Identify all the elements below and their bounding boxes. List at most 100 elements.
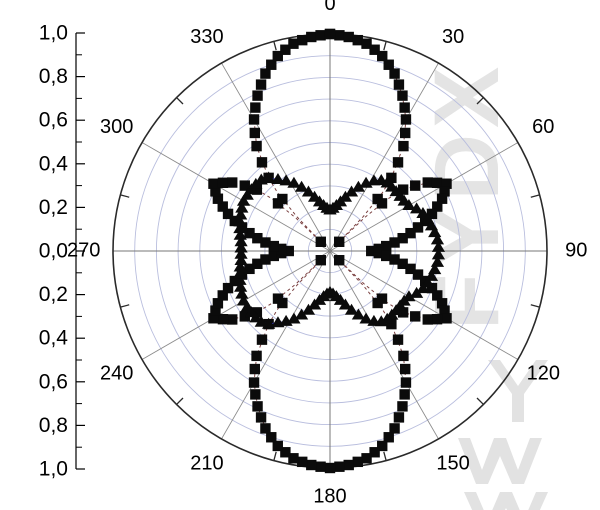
square-marker <box>352 34 363 46</box>
radial-axis-ticks <box>76 32 85 470</box>
square-marker <box>369 44 380 55</box>
triangle-marker <box>294 180 309 192</box>
square-marker <box>306 31 317 43</box>
triangle-marker <box>402 199 416 211</box>
square-marker <box>248 377 260 388</box>
triangle-marker <box>240 300 254 312</box>
square-marker <box>361 453 372 464</box>
triangle-marker <box>351 308 366 320</box>
square-marker <box>244 227 255 239</box>
triangle-marker <box>279 314 293 326</box>
triangle-marker <box>236 294 251 306</box>
outer-boundary-tick <box>273 41 277 51</box>
square-marker <box>393 79 405 90</box>
square-marker <box>229 275 240 287</box>
square-marker <box>227 314 238 325</box>
square-marker <box>441 313 452 324</box>
grid-radial-line <box>329 250 439 440</box>
angular-tick-label: 60 <box>532 116 554 138</box>
square-marker <box>381 250 392 262</box>
square-marker <box>297 34 308 46</box>
square-marker <box>392 334 404 345</box>
triangle-marker <box>234 247 248 259</box>
square-marker <box>260 254 271 265</box>
radial-tick-label: 0,2 <box>39 283 68 306</box>
square-marker <box>386 172 397 184</box>
radial-tick-label: 0,2 <box>39 196 68 219</box>
radial-tick-label: 0,0 <box>39 240 68 263</box>
square-marker <box>431 177 443 188</box>
square-marker <box>277 193 288 205</box>
square-marker <box>249 363 260 375</box>
square-marker <box>251 350 262 362</box>
square-marker <box>381 240 392 252</box>
square-marker <box>250 389 261 400</box>
radial-tick-label: 0,4 <box>39 327 69 350</box>
square-marker <box>260 68 271 79</box>
triangle-marker <box>233 273 247 285</box>
outer-boundary-tick <box>176 397 184 405</box>
square-marker <box>436 298 448 309</box>
square-marker <box>272 440 283 452</box>
triangle-marker <box>271 172 285 184</box>
radial-tick-label: 0,6 <box>39 370 68 393</box>
series-triangle <box>233 171 446 329</box>
triangle-marker <box>416 282 430 294</box>
square-marker <box>397 307 409 318</box>
triangle-marker <box>234 253 248 265</box>
square-marker <box>383 432 394 443</box>
square-marker <box>399 389 410 400</box>
angular-tick-label: 90 <box>565 239 587 261</box>
square-marker <box>397 232 408 244</box>
square-marker <box>405 227 416 239</box>
outer-boundary-tick <box>530 304 540 308</box>
square-marker <box>268 240 279 252</box>
square-marker <box>227 177 238 188</box>
square-marker <box>283 245 294 257</box>
triangle-marker <box>323 203 337 215</box>
square-marker <box>229 215 240 227</box>
square-marker <box>217 201 228 212</box>
angular-tick-label: 0 <box>324 0 335 15</box>
square-marker <box>266 432 277 443</box>
square-marker <box>410 180 421 191</box>
outer-boundary-tick <box>476 97 484 105</box>
square-marker <box>361 38 372 49</box>
square-marker <box>255 79 267 90</box>
square-marker <box>255 412 267 423</box>
square-marker <box>398 350 409 362</box>
angular-axis-labels: 0 30 60 90 120 150 180 210 240 270 300 330 <box>67 0 587 508</box>
polar-grid <box>112 33 548 469</box>
square-marker <box>334 461 345 472</box>
square-marker <box>431 314 443 325</box>
square-marker <box>217 290 228 301</box>
square-marker <box>252 258 263 270</box>
square-marker <box>334 236 345 247</box>
square-marker <box>422 314 433 325</box>
square-marker <box>250 102 261 113</box>
outer-boundary-tick <box>120 194 130 198</box>
outer-boundary-tick <box>273 451 277 461</box>
square-marker <box>372 297 383 309</box>
square-marker <box>334 255 345 266</box>
square-marker <box>297 456 308 468</box>
square-marker <box>222 208 234 220</box>
square-marker <box>410 311 421 322</box>
square-marker <box>397 90 408 101</box>
outer-boundary-tick <box>176 97 184 105</box>
triangle-marker <box>344 185 359 197</box>
square-marker <box>251 307 263 318</box>
square-marker <box>217 177 229 188</box>
angular-tick-label: 180 <box>313 486 346 508</box>
radial-tick-label: 1,0 <box>39 22 68 45</box>
square-marker <box>432 201 443 212</box>
triangle-marker <box>233 222 247 234</box>
triangle-marker <box>410 286 424 298</box>
square-marker <box>208 178 219 189</box>
square-marker <box>422 177 433 188</box>
square-marker <box>377 440 388 452</box>
triangle-marker <box>234 280 248 292</box>
square-marker <box>400 363 411 375</box>
triangle-marker <box>233 215 247 227</box>
